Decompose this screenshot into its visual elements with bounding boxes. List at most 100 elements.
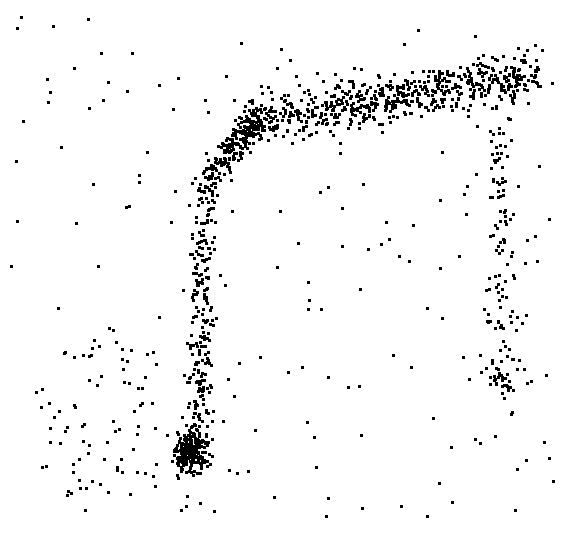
scatter-point	[231, 140, 234, 143]
scatter-point	[357, 95, 360, 98]
scatter-point	[214, 186, 217, 189]
scatter-point	[333, 94, 336, 97]
scatter-point	[501, 385, 504, 388]
scatter-point	[206, 387, 209, 390]
scatter-point	[480, 95, 483, 98]
scatter-point	[513, 93, 516, 96]
scatter-point	[203, 459, 206, 462]
scatter-point	[195, 293, 198, 296]
scatter-point	[209, 323, 212, 326]
scatter-point	[201, 379, 204, 382]
scatter-point	[210, 364, 213, 367]
scatter-point	[108, 327, 111, 330]
scatter-point	[424, 92, 427, 95]
scatter-point	[512, 90, 515, 93]
scatter-point	[192, 299, 195, 302]
scatter-point	[244, 145, 247, 148]
scatter-point	[180, 446, 183, 449]
scatter-point	[263, 117, 266, 120]
scatter-point	[206, 444, 209, 447]
scatter-point	[253, 112, 256, 115]
scatter-point	[239, 126, 242, 129]
scatter-point	[503, 77, 506, 80]
scatter-point	[289, 111, 292, 114]
scatter-point	[505, 223, 508, 226]
scatter-point	[202, 172, 205, 175]
scatter-point	[311, 109, 314, 112]
scatter-point	[300, 120, 303, 123]
scatter-point	[411, 71, 414, 74]
scatter-point	[339, 142, 342, 145]
scatter-point	[219, 179, 222, 182]
scatter-point	[203, 446, 206, 449]
scatter-point	[452, 74, 455, 77]
scatter-point	[479, 354, 482, 357]
scatter-point	[392, 102, 395, 105]
scatter-point	[532, 80, 535, 83]
scatter-point	[182, 451, 185, 454]
scatter-point	[66, 426, 69, 429]
scatter-point	[512, 213, 515, 216]
scatter-point	[412, 224, 415, 227]
scatter-point	[251, 102, 254, 105]
scatter-point	[501, 249, 504, 252]
scatter-point	[327, 376, 330, 379]
scatter-point	[421, 88, 424, 91]
scatter-point	[359, 106, 362, 109]
scatter-point	[205, 197, 208, 200]
scatter-point	[303, 114, 306, 117]
scatter-point	[205, 433, 208, 436]
scatter-point	[417, 29, 420, 32]
scatter-point	[508, 118, 511, 121]
scatter-point	[158, 316, 161, 319]
scatter-point	[511, 310, 514, 313]
scatter-point	[312, 101, 315, 104]
scatter-point	[301, 366, 304, 369]
scatter-point	[387, 96, 390, 99]
scatter-point	[427, 94, 430, 97]
scatter-point	[107, 81, 110, 84]
scatter-point	[302, 138, 305, 141]
scatter-point	[499, 306, 502, 309]
scatter-point	[274, 115, 277, 118]
scatter-point	[255, 107, 258, 110]
scatter-point	[338, 86, 341, 89]
scatter-point	[499, 71, 502, 74]
scatter-point	[484, 65, 487, 68]
scatter-point	[246, 117, 249, 120]
scatter-point	[363, 118, 366, 121]
scatter-point	[244, 126, 247, 129]
scatter-point	[378, 76, 381, 79]
scatter-point	[207, 332, 210, 335]
scatter-point	[197, 415, 200, 418]
scatter-point	[445, 80, 448, 83]
scatter-point	[392, 354, 395, 357]
scatter-point	[200, 222, 203, 225]
scatter-point	[525, 314, 528, 317]
scatter-point	[535, 81, 538, 84]
scatter-point	[216, 194, 219, 197]
scatter-point	[182, 455, 185, 458]
scatter-point	[186, 495, 189, 498]
scatter-point	[492, 180, 495, 183]
scatter-point	[200, 234, 203, 237]
scatter-point	[252, 142, 255, 145]
scatter-point	[306, 421, 309, 424]
scatter-point	[257, 120, 260, 123]
scatter-point	[513, 277, 516, 280]
scatter-point	[438, 70, 441, 73]
scatter-point	[204, 239, 207, 242]
scatter-point	[516, 468, 519, 471]
scatter-point	[234, 119, 237, 122]
scatter-point	[432, 98, 435, 101]
scatter-point	[523, 75, 526, 78]
scatter-point	[181, 457, 184, 460]
scatter-point	[274, 134, 277, 137]
scatter-point	[211, 455, 214, 458]
scatter-point	[367, 248, 370, 251]
scatter-point	[193, 400, 196, 403]
scatter-point	[499, 349, 502, 352]
scatter-point	[53, 416, 56, 419]
scatter-point	[424, 85, 427, 88]
scatter-point	[191, 296, 194, 299]
